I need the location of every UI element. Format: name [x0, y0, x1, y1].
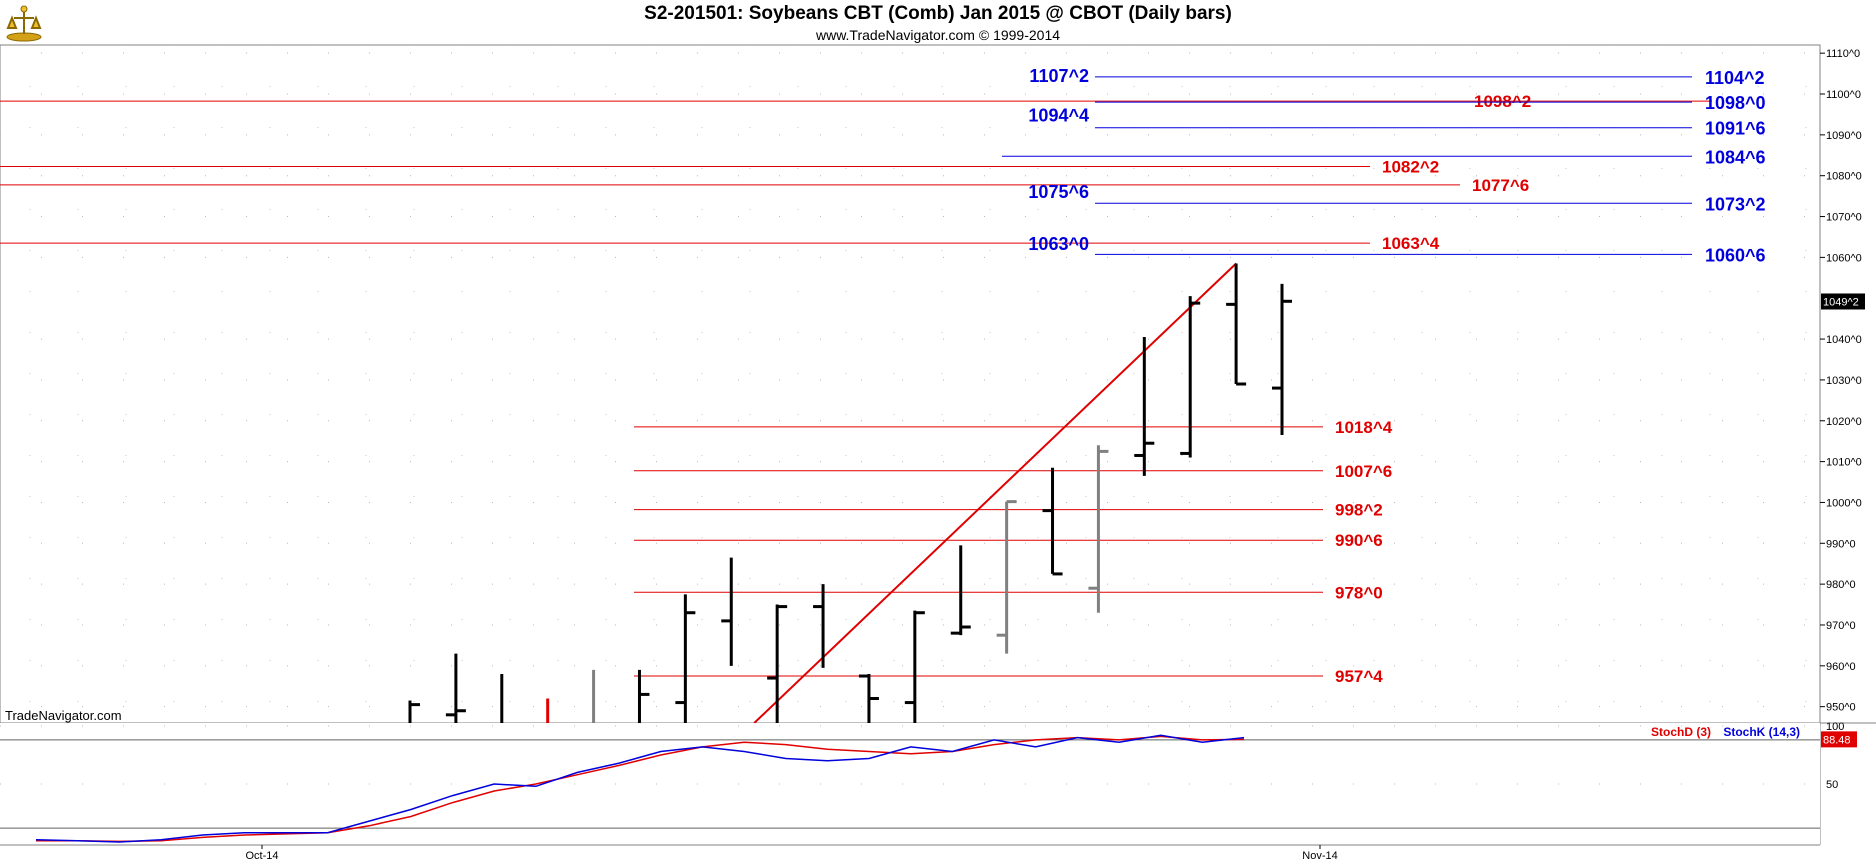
- blue-level-label: 1084^6: [1705, 147, 1766, 167]
- y-tick-label: 1020^0: [1826, 416, 1862, 428]
- y-tick-label: 950^0: [1826, 702, 1856, 714]
- red-level-label: 1077^6: [1472, 176, 1529, 195]
- y-tick-label: 1000^0: [1826, 497, 1862, 509]
- bottom-axis-bg: [0, 845, 1876, 863]
- red-level-label: 1082^2: [1382, 158, 1439, 177]
- red-level-label: 1063^4: [1382, 234, 1440, 253]
- red-level-label: 1018^4: [1335, 418, 1393, 437]
- last-price-label: 1049^2: [1823, 296, 1859, 308]
- y-tick-label: 960^0: [1826, 661, 1856, 673]
- y-tick-label: 1010^0: [1826, 457, 1862, 469]
- y-tick-label: 1070^0: [1826, 212, 1862, 224]
- stoch-series-line: [36, 735, 1245, 843]
- y-tick-label: 1030^0: [1826, 375, 1862, 387]
- ohlc-bar: [904, 610, 925, 723]
- red-level-label: 978^0: [1335, 583, 1383, 602]
- blue-level-label: 1075^6: [1028, 182, 1089, 202]
- y-tick-label: 970^0: [1826, 620, 1856, 632]
- right-axis-bg: [1820, 45, 1876, 845]
- price-panel-frame: [0, 44, 1821, 724]
- last-stoch-label: 88.48: [1823, 734, 1851, 746]
- blue-level-label: 1098^0: [1705, 93, 1766, 113]
- chart-title: S2-201501: Soybeans CBT (Comb) Jan 2015 …: [644, 3, 1232, 24]
- red-level-label: 1007^6: [1335, 462, 1392, 481]
- ohlc-bar: [675, 594, 696, 723]
- stoch-tick-label: 50: [1826, 779, 1838, 791]
- chart-subtitle: www.TradeNavigator.com © 1999-2014: [815, 27, 1061, 43]
- blue-level-label: 1063^0: [1028, 234, 1089, 254]
- x-tick-label: Oct-14: [245, 850, 278, 862]
- price-levels: 1098^2 1082^2 1077^6 1063^4 1018^4 1007^6 998^…: [0, 66, 1766, 686]
- blue-level-label: 1091^6: [1705, 119, 1766, 139]
- ohlc-bar: [721, 557, 733, 666]
- ohlc-bar: [408, 700, 420, 723]
- y-tick-label: 1040^0: [1826, 334, 1862, 346]
- ohlc-bar: [996, 500, 1017, 654]
- stoch-legend-d: StochD (3): [1651, 725, 1711, 739]
- trendline: [753, 262, 1237, 723]
- blue-level-label: 1104^2: [1705, 68, 1765, 88]
- ohlc-bar: [813, 584, 825, 668]
- red-level-label: 957^4: [1335, 667, 1383, 686]
- ohlc-bar: [858, 673, 879, 723]
- stochastic-panel: 50 100 StochD (3) StochK (14,3) 88.48: [0, 721, 1857, 843]
- y-tick-label: 1060^0: [1826, 252, 1862, 264]
- ohlc-bar: [950, 545, 971, 636]
- last-price-tag: [1821, 293, 1865, 310]
- price-axis: 950^0 960^0 970^0 980^0 990^0 1000^0 1010^0 102…: [1820, 48, 1865, 714]
- stoch-tick-label: 100: [1826, 721, 1844, 733]
- trade-navigator-logo-icon: [6, 5, 42, 42]
- x-tick-label: Nov-14: [1302, 850, 1337, 862]
- ohlc-bar: [1226, 263, 1247, 386]
- red-level-label: 1098^2: [1474, 92, 1531, 111]
- y-tick-label: 1110^0: [1826, 48, 1860, 60]
- blue-level-label: 1060^6: [1705, 245, 1766, 265]
- y-tick-label: 1080^0: [1826, 171, 1862, 183]
- time-axis: Oct-14 Nov-14: [245, 845, 1338, 862]
- price-bars: [408, 263, 1292, 723]
- ohlc-bar: [500, 673, 504, 723]
- y-tick-label: 1090^0: [1826, 130, 1862, 142]
- stoch-series-line: [35, 734, 1245, 843]
- ohlc-bar: [445, 653, 466, 723]
- y-tick-label: 980^0: [1826, 579, 1856, 591]
- blue-level-label: 1107^2: [1029, 66, 1089, 86]
- blue-level-label: 1094^4: [1028, 105, 1089, 125]
- ohlc-bar: [1042, 467, 1063, 576]
- stoch-panel-frame: [0, 723, 1820, 845]
- stoch-legend-k: StochK (14,3): [1723, 725, 1800, 739]
- red-level-label: 990^6: [1335, 531, 1383, 550]
- ohlc-bar: [1088, 445, 1109, 613]
- ohlc-bar: [1134, 337, 1155, 476]
- ohlc-bar: [767, 604, 788, 723]
- blue-level-label: 1073^2: [1705, 194, 1766, 214]
- last-stoch-tag: [1821, 731, 1857, 748]
- ohlc-bar: [637, 669, 650, 723]
- watermark: TradeNavigator.com: [5, 708, 122, 723]
- ohlc-bar: [1180, 296, 1201, 458]
- ohlc-bar: [1272, 283, 1292, 436]
- y-tick-label: 1100^0: [1826, 89, 1861, 101]
- trendline-layer: [753, 262, 1237, 723]
- y-tick-label: 990^0: [1826, 538, 1856, 550]
- red-level-label: 998^2: [1335, 501, 1383, 520]
